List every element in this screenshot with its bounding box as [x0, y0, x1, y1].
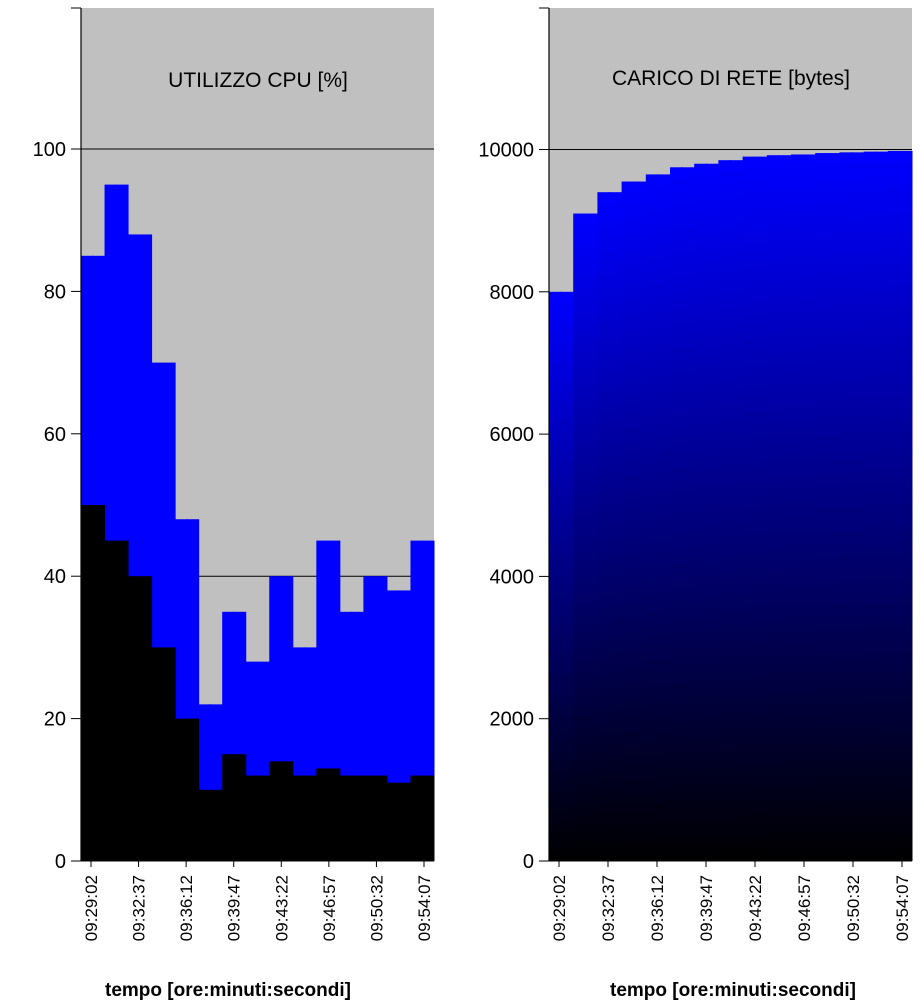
net-bar-series-0 — [597, 192, 623, 861]
cpu-y-tick-label: 60 — [44, 424, 66, 446]
net-bar-series-0 — [549, 291, 574, 861]
cpu-y-tick-label: 20 — [44, 709, 66, 731]
cpu-y-tick-label: 0 — [55, 851, 66, 873]
cpu-data-points — [92, 184, 423, 717]
net-x-tick-label: 09:50:32 — [844, 875, 863, 941]
cpu-bar-series-1 — [386, 782, 411, 861]
net-y-ticks: 0 2000 4000 6000 8000 10000 — [478, 140, 549, 873]
cpu-bars — [81, 184, 435, 862]
net-bar-series-0 — [694, 163, 719, 862]
cpu-bar-series-1 — [363, 775, 388, 861]
net-y-tick-label: 8000 — [490, 282, 535, 304]
net-chart-title: CARICO DI RETE [bytes] — [612, 67, 850, 90]
net-bar-series-0 — [645, 174, 671, 862]
net-y-tick-label: 10000 — [478, 140, 534, 162]
cpu-x-tick-label: 09:43:22 — [272, 875, 291, 941]
cpu-bar-series-1 — [245, 775, 270, 861]
net-bar-series-0 — [573, 213, 598, 861]
net-bar-series-0 — [718, 160, 744, 862]
cpu-y-tick-label: 100 — [33, 139, 66, 161]
cpu-x-axis-label: tempo [ore:minuti:secondi] — [105, 980, 351, 1001]
net-bars — [549, 150, 913, 862]
net-bar-series-0 — [839, 152, 865, 861]
net-bar-series-0 — [791, 154, 816, 862]
net-x-tick-label: 09:39:47 — [697, 875, 716, 941]
cpu-bar-series-1 — [269, 761, 294, 861]
net-y-tick-label: 4000 — [490, 566, 535, 588]
cpu-x-tick-label: 09:32:37 — [130, 875, 149, 941]
cpu-bar-series-1 — [410, 775, 435, 861]
net-x-tick-label: 09:29:02 — [550, 875, 569, 941]
net-x-tick-label: 09:43:22 — [746, 875, 765, 941]
net-bar-series-0 — [742, 156, 768, 862]
net-y-tick-label: 6000 — [490, 424, 535, 446]
cpu-x-tick-label: 09:54:07 — [415, 875, 434, 941]
cpu-bar-series-1 — [222, 754, 247, 861]
net-x-axis-label: tempo [ore:minuti:secondi] — [610, 980, 856, 1001]
cpu-bar-series-1 — [175, 718, 200, 861]
net-x-tick-label: 09:54:07 — [893, 875, 912, 941]
cpu-x-tick-label: 09:29:02 — [82, 875, 101, 941]
net-bar-series-0 — [863, 151, 889, 861]
cpu-bar-series-1 — [151, 647, 176, 861]
net-data-points — [560, 150, 901, 304]
cpu-x-tick-label: 09:39:47 — [225, 875, 244, 941]
cpu-y-tick-label: 80 — [44, 281, 66, 303]
net-title-box — [552, 52, 912, 102]
cpu-x-tick-label: 09:50:32 — [367, 875, 386, 941]
cpu-x-tick-label: 09:36:12 — [177, 875, 196, 941]
net-x-tick-label: 09:46:57 — [795, 875, 814, 941]
cpu-y-ticks: 0 20 40 60 80 100 — [33, 139, 81, 873]
cpu-bar-series-1 — [104, 540, 129, 861]
net-bar-series-0 — [887, 150, 913, 862]
cpu-bar-series-1 — [292, 775, 317, 861]
net-y-tick-label: 0 — [523, 851, 534, 873]
cpu-bar-series-1 — [81, 505, 106, 861]
cpu-bar-series-1 — [339, 775, 364, 861]
cpu-bar-series-1 — [198, 789, 223, 861]
net-x-ticks: 09:29:02 09:32:37 09:36:12 09:39:47 09:43:22… — [550, 861, 912, 941]
cpu-title-box — [124, 57, 392, 105]
net-bar-series-0 — [621, 181, 647, 861]
net-bar-series-0 — [766, 155, 792, 861]
net-x-tick-label: 09:32:37 — [599, 875, 618, 941]
cpu-x-tick-label: 09:46:57 — [320, 875, 339, 941]
net-bar-series-0 — [670, 167, 695, 862]
cpu-bar-series-1 — [128, 576, 153, 861]
net-bar-series-0 — [815, 153, 840, 861]
net-y-tick-label: 2000 — [490, 709, 535, 731]
cpu-x-ticks: 09:29:02 09:32:37 09:36:12 09:39:47 09:43:22… — [82, 861, 434, 941]
net-x-tick-label: 09:36:12 — [648, 875, 667, 941]
cpu-bar-series-1 — [316, 768, 341, 861]
cpu-y-tick-label: 40 — [44, 566, 66, 588]
cpu-chart-title: UTILIZZO CPU [%] — [168, 69, 348, 92]
